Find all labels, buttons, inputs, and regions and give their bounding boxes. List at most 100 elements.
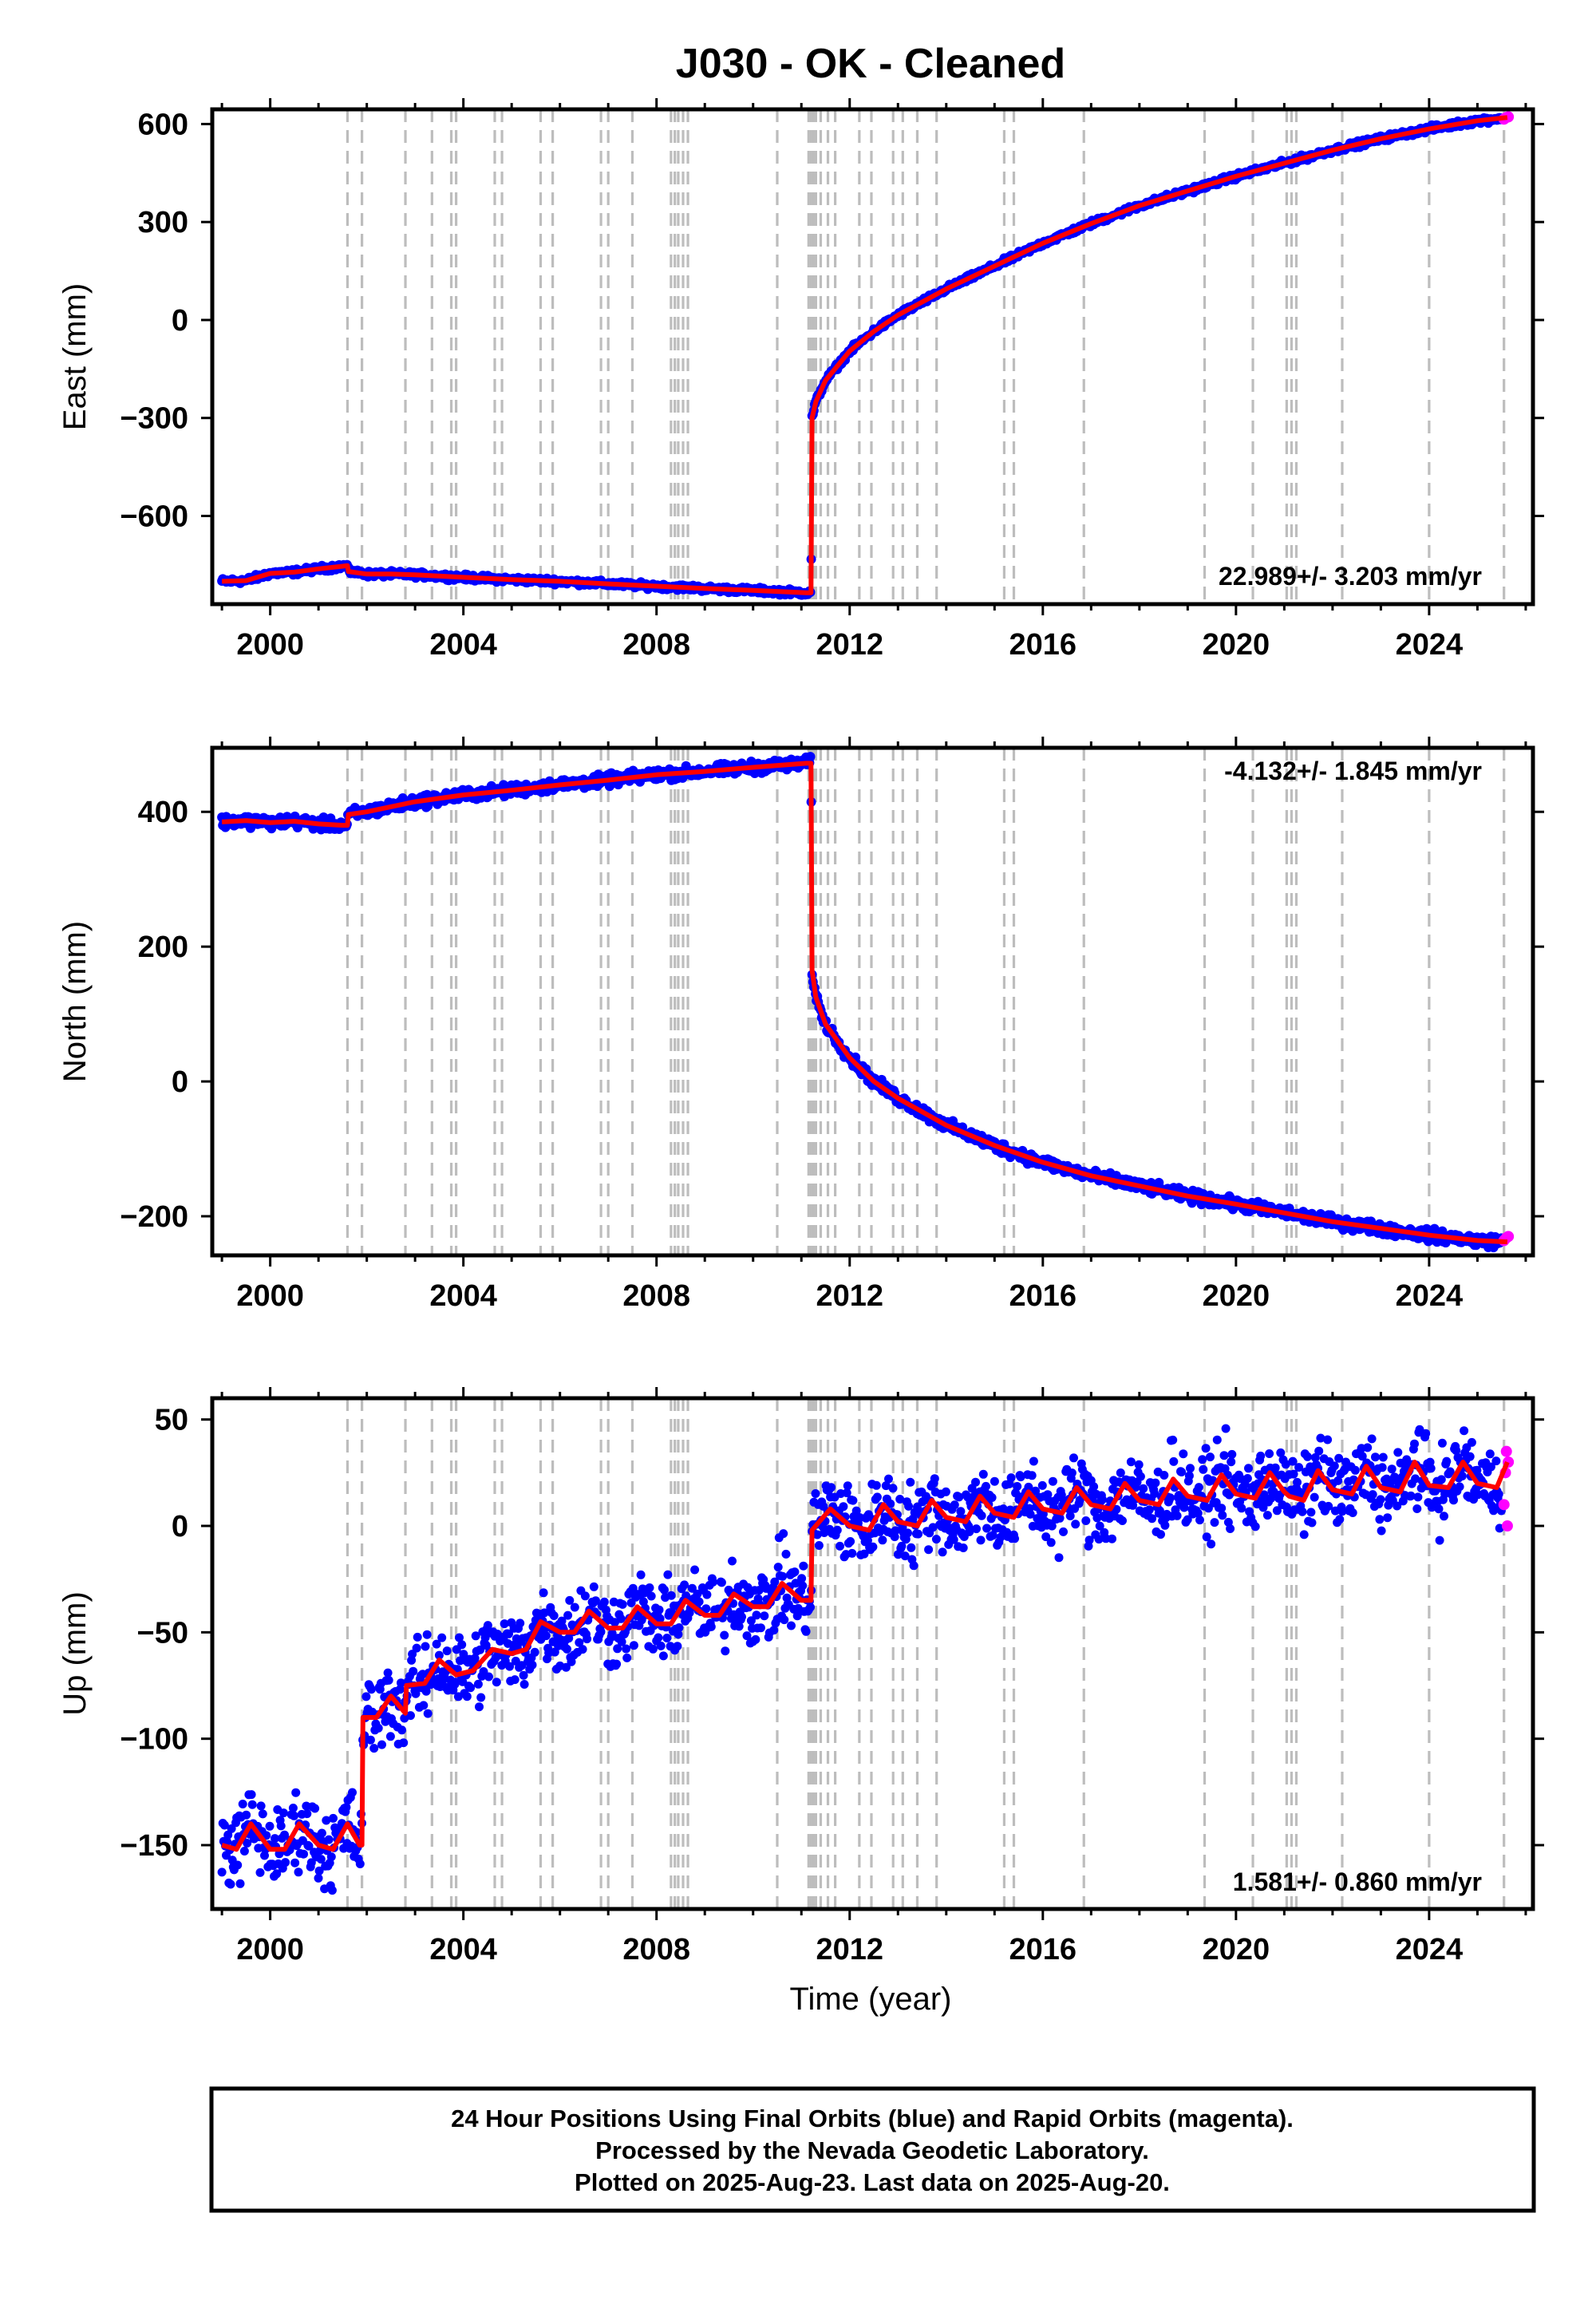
data-point	[1126, 1457, 1136, 1467]
data-point	[728, 1556, 737, 1566]
data-point	[938, 1547, 947, 1557]
data-point	[982, 1524, 992, 1533]
data-point	[247, 1800, 257, 1809]
data-point	[1376, 1495, 1385, 1504]
data-point	[217, 1867, 227, 1877]
data-point	[384, 1675, 393, 1685]
data-point	[596, 1627, 606, 1637]
data-point	[279, 1808, 288, 1818]
data-point	[256, 1801, 266, 1811]
x-tick-label: 2000	[236, 1933, 304, 1966]
data-point	[1323, 1435, 1333, 1445]
y-tick-label: 400	[138, 796, 188, 829]
data-point	[618, 1599, 627, 1609]
data-point	[310, 1804, 320, 1813]
data-point	[1421, 1429, 1431, 1438]
data-point	[1081, 1516, 1091, 1525]
data-point	[373, 1723, 383, 1733]
rapid-orbit-point	[1501, 1520, 1513, 1531]
x-tick-label: 2016	[1009, 1279, 1077, 1313]
data-point	[265, 1821, 275, 1831]
data-point	[1335, 1515, 1345, 1524]
data-point	[1442, 1456, 1452, 1466]
data-point	[814, 1541, 824, 1550]
data-point	[1368, 1490, 1377, 1500]
data-point	[589, 1582, 598, 1591]
x-tick-label: 2024	[1396, 628, 1464, 662]
data-point	[1413, 1492, 1423, 1502]
y-tick-label: 600	[138, 108, 188, 141]
data-point	[1293, 1477, 1302, 1487]
data-point	[903, 1528, 912, 1538]
data-point	[720, 1630, 729, 1640]
data-point	[612, 1659, 622, 1669]
y-tick-label: 0	[172, 1065, 188, 1099]
x-tick-label: 2020	[1203, 628, 1270, 662]
data-point	[1377, 1463, 1387, 1472]
data-point	[907, 1543, 916, 1552]
data-point	[1387, 1464, 1396, 1474]
data-point	[423, 1709, 433, 1718]
data-point	[950, 1500, 959, 1510]
data-point	[462, 1692, 472, 1701]
data-point	[1412, 1504, 1422, 1513]
data-point	[1136, 1472, 1145, 1481]
data-point	[737, 1612, 746, 1622]
data-point	[302, 1809, 312, 1819]
data-point	[636, 1570, 646, 1579]
data-point	[909, 1561, 918, 1571]
data-point	[327, 1886, 337, 1895]
data-point	[1378, 1452, 1388, 1462]
data-point	[1367, 1434, 1377, 1444]
data-point	[1426, 1464, 1436, 1473]
y-axis-label: East (mm)	[57, 283, 93, 430]
data-point	[1144, 1505, 1154, 1515]
data-point	[1244, 1464, 1253, 1473]
data-point	[1219, 1451, 1229, 1460]
data-point	[888, 1484, 898, 1493]
data-point	[1393, 1448, 1403, 1457]
data-point	[1455, 1482, 1464, 1492]
data-point	[805, 752, 816, 762]
data-point	[1046, 1538, 1056, 1547]
velocity-label: -4.132+/- 1.845 mm/yr	[1224, 757, 1482, 785]
data-point	[1256, 1451, 1266, 1460]
data-point	[1169, 1456, 1179, 1466]
final-orbit-points	[217, 752, 1507, 1253]
data-point	[1054, 1553, 1064, 1563]
data-point	[326, 1852, 336, 1862]
x-tick-label: 2016	[1009, 1933, 1077, 1966]
data-point	[1437, 1438, 1447, 1448]
model-line	[222, 115, 1508, 595]
data-point	[1179, 1449, 1188, 1459]
data-point	[978, 1469, 988, 1479]
data-point	[1210, 1518, 1219, 1528]
final-orbit-points	[217, 1424, 1506, 1895]
data-point	[1029, 1456, 1038, 1466]
data-point	[1436, 1475, 1446, 1484]
data-point	[599, 1597, 609, 1607]
y-tick-label: 0	[172, 1510, 188, 1543]
data-point	[291, 1788, 301, 1797]
data-point	[1151, 1478, 1160, 1488]
data-point	[662, 1634, 672, 1642]
figure-title: J030 - OK - Cleaned	[676, 41, 1065, 87]
data-point	[1299, 1530, 1309, 1539]
data-point	[773, 1563, 783, 1572]
data-point	[1383, 1513, 1393, 1523]
data-point	[1195, 1516, 1204, 1525]
data-point	[1071, 1520, 1080, 1529]
data-point	[299, 1849, 308, 1859]
x-tick-label: 2008	[622, 628, 690, 662]
data-point	[570, 1603, 579, 1612]
data-point	[629, 1641, 638, 1650]
data-point	[1048, 1476, 1057, 1486]
data-point	[779, 1529, 788, 1539]
data-point	[673, 1642, 682, 1651]
data-point	[848, 1496, 858, 1505]
data-point	[1108, 1534, 1116, 1543]
x-tick-label: 2004	[429, 1279, 497, 1313]
x-tick-label: 2004	[429, 628, 497, 662]
y-axis-label: Up (mm)	[57, 1591, 93, 1716]
data-point	[694, 1597, 704, 1607]
